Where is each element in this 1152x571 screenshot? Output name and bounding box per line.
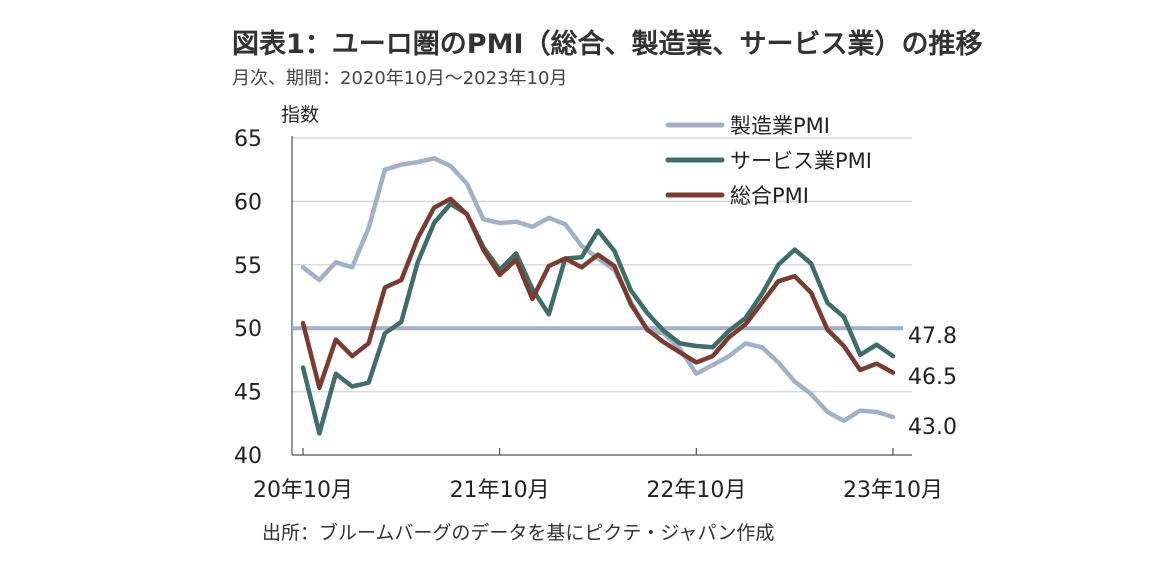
end-label-manufacturing: 43.0 <box>908 415 957 440</box>
series-line-composite <box>300 196 896 391</box>
end-label-composite: 46.5 <box>908 365 957 390</box>
end-label-services: 47.8 <box>908 324 957 349</box>
y-tick-label-65: 65 <box>234 127 262 152</box>
series-line-manufacturing <box>300 156 896 424</box>
x-tick-label-0: 20年10月 <box>253 478 353 503</box>
chart-title: 図表1：ユーロ圏のPMI（総合、製造業、サービス業）の推移 <box>232 29 983 60</box>
legend: 製造業PMI サービス業PMI 総合PMI <box>665 114 872 208</box>
legend-label-composite: 総合PMI <box>730 184 809 208</box>
legend-label-services: サービス業PMI <box>730 149 872 173</box>
y-tick-label-50: 50 <box>234 317 262 342</box>
x-tick-label-2: 22年10月 <box>646 478 746 503</box>
x-tick-label-1: 21年10月 <box>450 478 550 503</box>
y-tick-label-55: 55 <box>234 254 262 279</box>
axes: 40 45 50 55 60 65 20年10月 21年10月 22年10月 23年10月 <box>234 127 943 503</box>
series-lines <box>300 156 896 436</box>
y-axis-label: 指数 <box>281 104 319 126</box>
chart-subtitle: 月次、期間：2020年10月～2023年10月 <box>232 68 568 89</box>
y-tick-label-60: 60 <box>234 190 262 215</box>
y-tick-label-45: 45 <box>234 381 262 406</box>
y-tick-label-40: 40 <box>234 444 262 469</box>
x-tick-label-3: 23年10月 <box>843 478 943 503</box>
source-note: 出所：ブルームバーグのデータを基にピクテ・ジャパン作成 <box>262 522 775 544</box>
series-line-services <box>300 201 896 436</box>
end-labels: 43.0 47.8 46.5 <box>908 324 957 440</box>
legend-label-manufacturing: 製造業PMI <box>730 114 830 138</box>
